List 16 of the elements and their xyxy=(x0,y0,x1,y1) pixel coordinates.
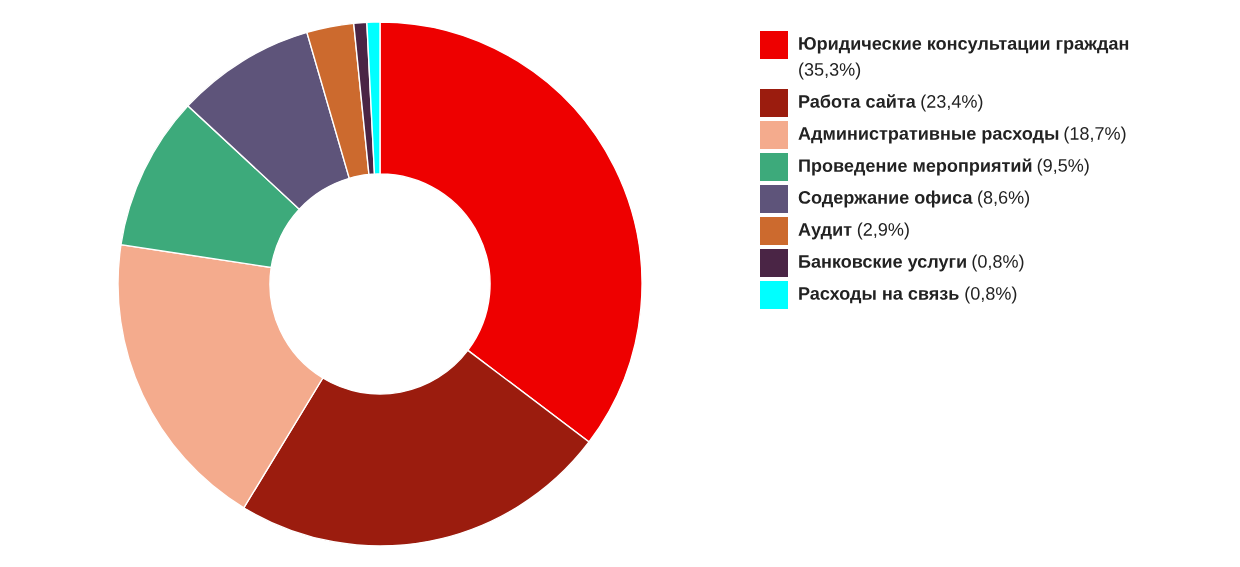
data-label: (8,6%) xyxy=(978,190,1030,208)
data-label: (2,9%) xyxy=(857,222,909,240)
legend-label: Расходы на связь xyxy=(799,287,959,304)
legend-label: Аудит xyxy=(798,223,852,240)
legend-label: Содержание офиса xyxy=(798,190,973,208)
data-label: (18,7%) xyxy=(1064,126,1126,144)
data-label: (0,8%) xyxy=(972,254,1024,272)
data-label: (35,3%) xyxy=(799,62,861,80)
data-label: (9,5%) xyxy=(1037,158,1089,176)
legend-label: Банковские услуги xyxy=(799,255,966,272)
legend-label: Проведение мероприятий xyxy=(799,158,1032,176)
data-label: (23,4%) xyxy=(921,94,983,112)
legend-label: Административные расходы xyxy=(798,127,1059,144)
data-label: (0,8%) xyxy=(965,286,1017,304)
legend-label: Юридические консультации граждан xyxy=(799,37,1129,54)
legend-label: Работа сайта xyxy=(799,94,916,108)
